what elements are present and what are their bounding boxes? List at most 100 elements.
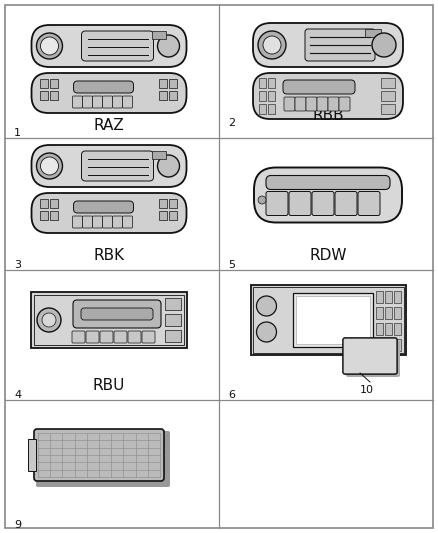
Bar (49, 91, 57, 100)
FancyBboxPatch shape (34, 429, 164, 481)
FancyBboxPatch shape (335, 191, 357, 215)
Bar (251, 285, 406, 355)
Bar (169, 211, 177, 220)
FancyBboxPatch shape (358, 191, 380, 215)
Bar (381, 78, 395, 88)
FancyBboxPatch shape (36, 431, 170, 487)
FancyBboxPatch shape (81, 31, 153, 61)
FancyBboxPatch shape (32, 25, 187, 67)
Bar (39, 211, 47, 220)
Bar (39, 79, 47, 88)
FancyBboxPatch shape (102, 96, 113, 108)
Bar (169, 91, 177, 100)
Bar (268, 91, 275, 101)
FancyBboxPatch shape (266, 175, 390, 190)
Bar (393, 307, 400, 319)
Bar (159, 211, 166, 220)
FancyBboxPatch shape (266, 191, 288, 215)
Text: 9: 9 (14, 520, 21, 530)
FancyBboxPatch shape (284, 97, 295, 111)
FancyBboxPatch shape (81, 151, 153, 181)
Bar (49, 199, 57, 208)
FancyBboxPatch shape (74, 201, 134, 213)
Bar (385, 339, 392, 351)
Bar (252, 287, 403, 353)
Bar (375, 323, 382, 335)
FancyBboxPatch shape (295, 97, 306, 111)
FancyBboxPatch shape (128, 331, 141, 343)
FancyBboxPatch shape (123, 96, 133, 108)
FancyBboxPatch shape (73, 300, 161, 328)
FancyBboxPatch shape (317, 97, 328, 111)
Ellipse shape (42, 313, 56, 327)
Bar (375, 307, 382, 319)
FancyBboxPatch shape (343, 338, 397, 374)
FancyBboxPatch shape (73, 96, 82, 108)
Bar (259, 78, 266, 88)
Bar (365, 29, 381, 37)
FancyBboxPatch shape (283, 80, 355, 94)
Ellipse shape (263, 36, 281, 54)
Bar (385, 291, 392, 303)
Ellipse shape (36, 33, 63, 59)
Ellipse shape (372, 33, 396, 57)
Bar (381, 91, 395, 101)
FancyBboxPatch shape (114, 331, 127, 343)
Bar (28, 439, 36, 471)
FancyBboxPatch shape (343, 338, 397, 374)
Ellipse shape (36, 153, 63, 179)
FancyBboxPatch shape (113, 216, 123, 228)
FancyBboxPatch shape (253, 23, 403, 67)
Bar (152, 151, 166, 159)
Bar (39, 199, 47, 208)
FancyBboxPatch shape (142, 331, 155, 343)
Bar (259, 91, 266, 101)
Bar (159, 91, 166, 100)
Text: 2: 2 (228, 118, 235, 128)
FancyBboxPatch shape (72, 331, 85, 343)
Bar (385, 307, 392, 319)
Bar (393, 291, 400, 303)
FancyBboxPatch shape (312, 191, 334, 215)
Text: RBK: RBK (93, 248, 124, 263)
FancyBboxPatch shape (92, 216, 102, 228)
Bar (393, 339, 400, 351)
FancyBboxPatch shape (74, 81, 134, 93)
FancyBboxPatch shape (328, 97, 339, 111)
Bar (169, 79, 177, 88)
Bar (268, 78, 275, 88)
Text: RDW: RDW (309, 248, 347, 263)
FancyBboxPatch shape (305, 29, 375, 61)
Bar (49, 79, 57, 88)
Text: RB1: RB1 (313, 310, 343, 325)
Ellipse shape (158, 35, 180, 57)
Bar (268, 104, 275, 114)
FancyBboxPatch shape (92, 96, 102, 108)
FancyBboxPatch shape (113, 96, 123, 108)
Bar (159, 199, 166, 208)
FancyBboxPatch shape (82, 96, 92, 108)
FancyBboxPatch shape (32, 193, 187, 233)
Bar (152, 31, 166, 39)
Ellipse shape (258, 196, 266, 204)
Bar (165, 298, 181, 310)
Bar (293, 293, 372, 347)
FancyBboxPatch shape (346, 341, 400, 377)
Bar (31, 292, 187, 348)
FancyBboxPatch shape (86, 331, 99, 343)
Bar (49, 211, 57, 220)
FancyBboxPatch shape (123, 216, 133, 228)
FancyBboxPatch shape (253, 73, 403, 119)
Bar (259, 104, 266, 114)
Bar (296, 296, 370, 344)
Text: 5: 5 (228, 260, 235, 270)
Ellipse shape (37, 308, 61, 332)
FancyBboxPatch shape (254, 167, 402, 222)
FancyBboxPatch shape (102, 216, 113, 228)
FancyBboxPatch shape (289, 191, 311, 215)
Text: RBB: RBB (312, 108, 344, 123)
Ellipse shape (158, 155, 180, 177)
Bar (169, 199, 177, 208)
Ellipse shape (257, 322, 276, 342)
Bar (375, 291, 382, 303)
